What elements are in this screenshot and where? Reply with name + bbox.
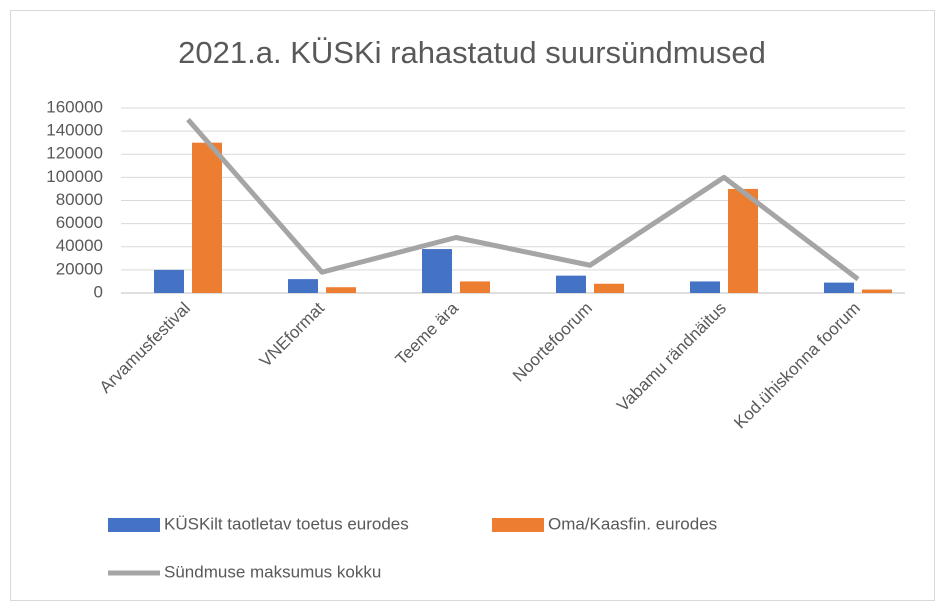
bar <box>728 188 758 293</box>
bar <box>192 142 222 293</box>
bar <box>824 282 854 293</box>
bar <box>594 283 624 293</box>
bar <box>460 281 490 293</box>
y-tick-label: 120000 <box>46 144 103 163</box>
legend-label: Oma/Kaasfin. eurodes <box>548 514 717 533</box>
y-tick-label: 0 <box>94 282 103 301</box>
y-tick-label: 140000 <box>46 121 103 140</box>
line-series <box>186 117 860 282</box>
legend-label: KÜSKilt taotletav toetus eurodes <box>164 514 409 533</box>
bar <box>326 287 356 293</box>
y-tick-label: 160000 <box>46 97 103 116</box>
legend-swatch <box>492 518 544 532</box>
bar <box>288 279 318 293</box>
bar <box>690 281 720 293</box>
y-tick-label: 80000 <box>56 190 103 209</box>
y-tick-label: 100000 <box>46 167 103 186</box>
bar <box>862 289 892 293</box>
bar <box>556 275 586 293</box>
bar <box>154 269 184 293</box>
y-tick-label: 20000 <box>56 259 103 278</box>
y-tick-label: 40000 <box>56 236 103 255</box>
legend-swatch <box>108 518 160 532</box>
chart-frame <box>10 10 935 601</box>
chart-title: 2021.a. KÜSKi rahastatud suursündmused <box>178 35 766 70</box>
y-tick-label: 60000 <box>56 213 103 232</box>
legend-label: Sündmuse maksumus kokku <box>164 562 381 581</box>
bar <box>422 249 452 293</box>
